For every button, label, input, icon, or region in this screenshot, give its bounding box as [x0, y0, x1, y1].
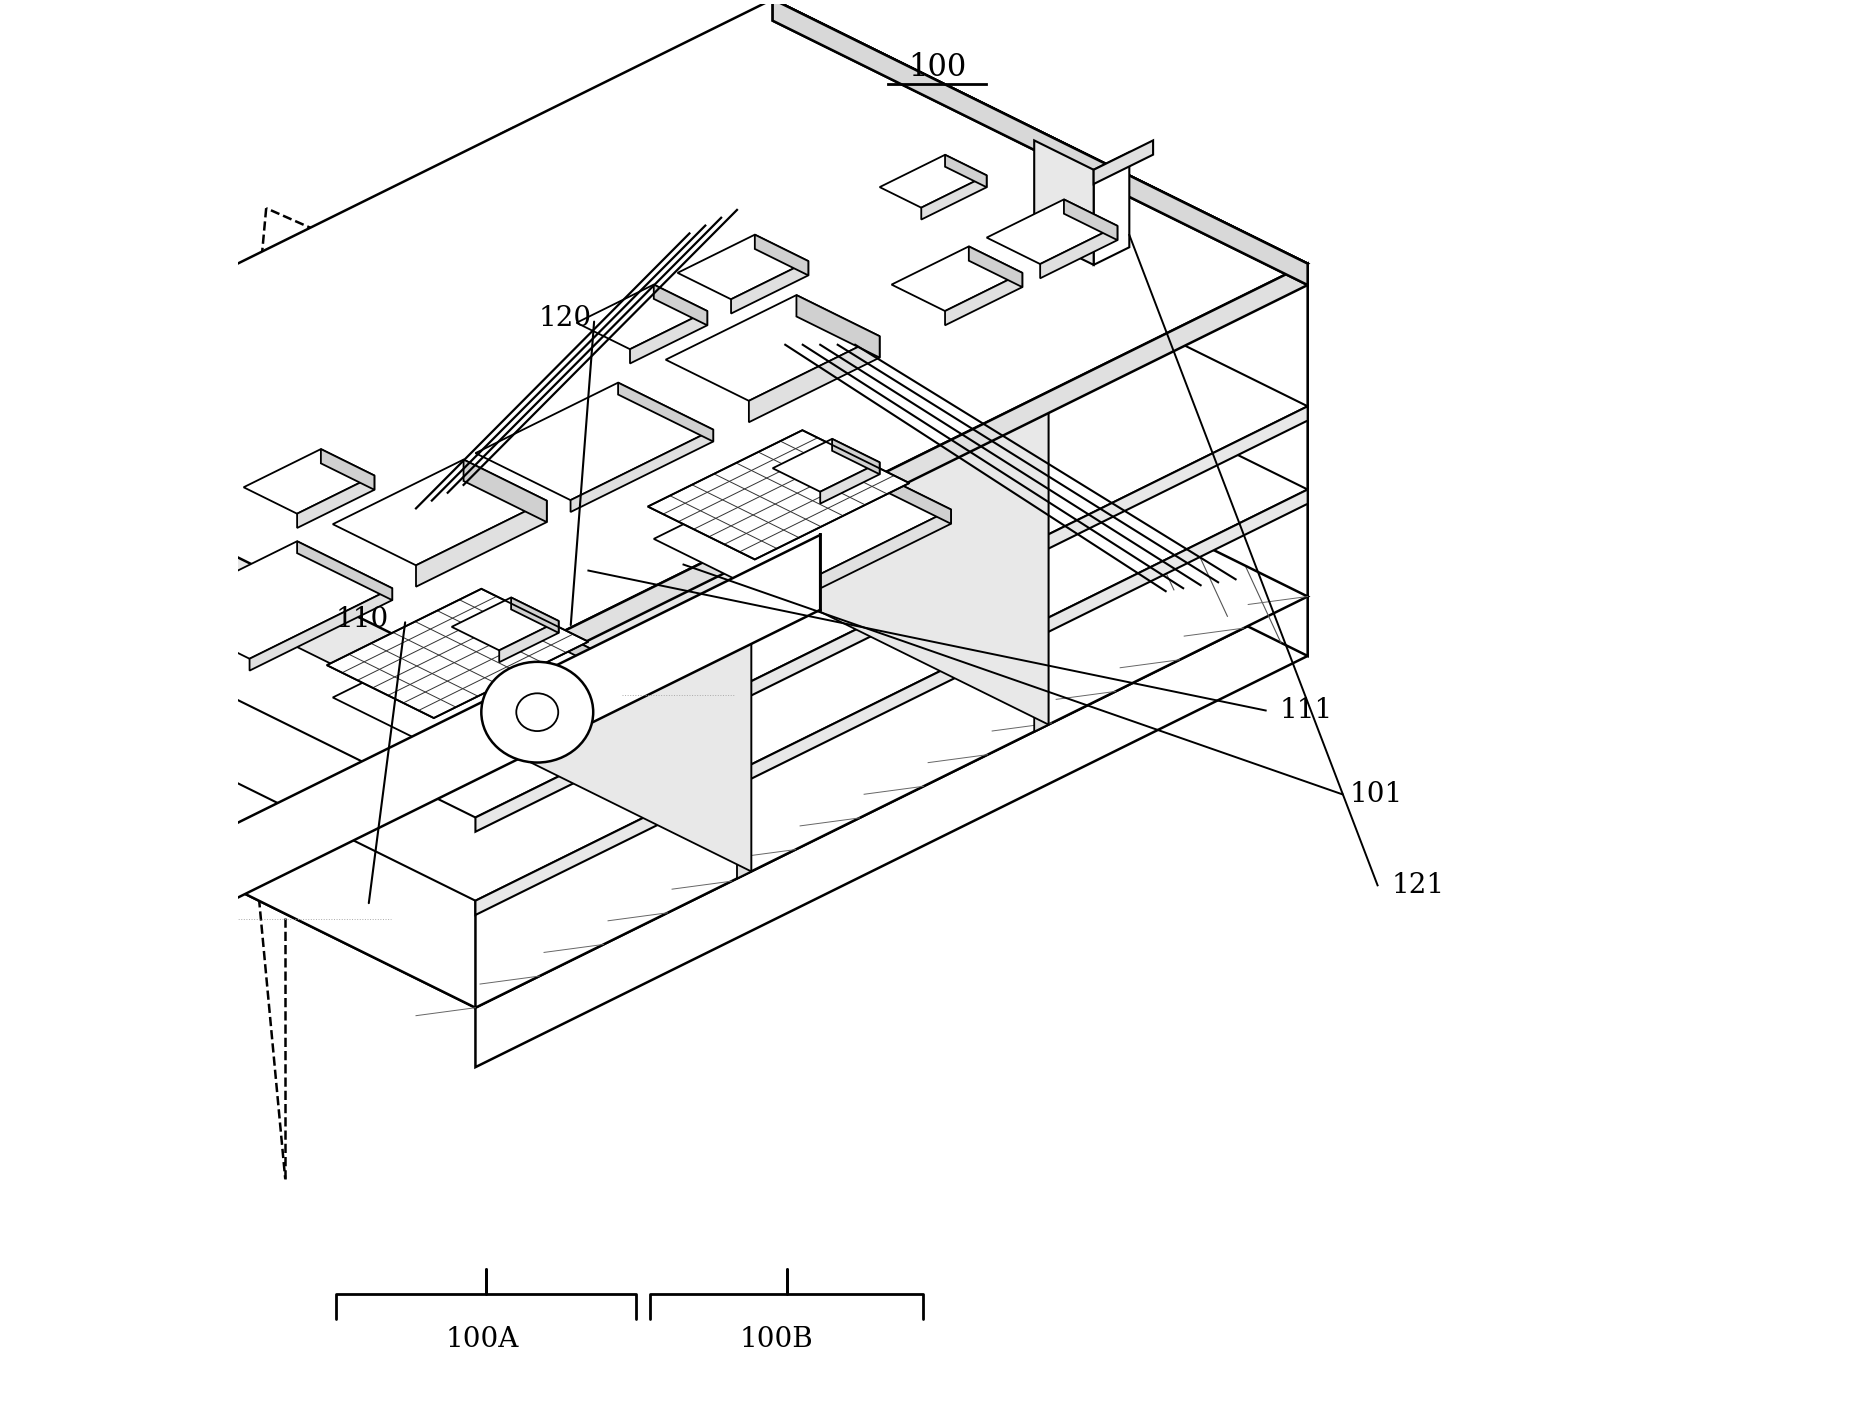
Polygon shape: [772, 0, 1307, 597]
Polygon shape: [772, 0, 1307, 286]
Polygon shape: [772, 509, 950, 612]
Polygon shape: [968, 246, 1023, 287]
Polygon shape: [0, 411, 476, 1007]
Polygon shape: [654, 450, 950, 598]
Polygon shape: [0, 0, 1307, 675]
Polygon shape: [944, 155, 985, 187]
Polygon shape: [772, 0, 1307, 286]
Polygon shape: [298, 476, 375, 528]
Polygon shape: [1034, 141, 1094, 265]
Polygon shape: [451, 668, 629, 771]
Polygon shape: [1094, 152, 1129, 265]
Polygon shape: [249, 588, 391, 671]
Text: 121: 121: [1392, 872, 1444, 899]
Polygon shape: [476, 263, 1307, 696]
Polygon shape: [202, 274, 751, 546]
Polygon shape: [538, 535, 820, 750]
Polygon shape: [0, 225, 1307, 900]
Polygon shape: [577, 284, 706, 349]
Polygon shape: [749, 336, 878, 422]
Polygon shape: [569, 429, 714, 512]
Polygon shape: [629, 311, 706, 363]
Polygon shape: [333, 609, 629, 756]
Ellipse shape: [515, 694, 558, 732]
Polygon shape: [513, 127, 1047, 725]
Polygon shape: [498, 127, 1047, 398]
Polygon shape: [476, 597, 1307, 1067]
Polygon shape: [985, 200, 1116, 265]
Polygon shape: [736, 539, 751, 878]
Text: 111: 111: [1279, 696, 1332, 725]
Text: 100: 100: [907, 52, 966, 83]
Polygon shape: [476, 407, 1307, 832]
Polygon shape: [648, 431, 908, 560]
Polygon shape: [796, 295, 878, 357]
Polygon shape: [326, 588, 588, 718]
Polygon shape: [922, 176, 985, 219]
Polygon shape: [511, 598, 558, 633]
Polygon shape: [333, 460, 547, 566]
Polygon shape: [243, 449, 375, 514]
Polygon shape: [665, 295, 878, 401]
Text: 100A: 100A: [446, 1327, 519, 1354]
Text: 101: 101: [1349, 781, 1403, 808]
Polygon shape: [1040, 227, 1116, 279]
Polygon shape: [654, 284, 706, 325]
Polygon shape: [1034, 391, 1047, 732]
Polygon shape: [944, 273, 1023, 325]
Polygon shape: [820, 463, 878, 504]
Polygon shape: [320, 449, 375, 490]
Polygon shape: [463, 460, 547, 522]
Polygon shape: [772, 439, 878, 491]
Polygon shape: [878, 155, 985, 208]
Polygon shape: [416, 501, 547, 587]
Polygon shape: [451, 598, 558, 650]
Polygon shape: [0, 332, 1307, 1007]
Polygon shape: [1094, 141, 1152, 184]
Polygon shape: [678, 235, 807, 300]
Text: 110: 110: [335, 606, 388, 633]
Polygon shape: [498, 620, 558, 663]
Polygon shape: [511, 609, 629, 682]
Ellipse shape: [26, 886, 139, 986]
Polygon shape: [476, 263, 1307, 1007]
Polygon shape: [892, 246, 1023, 311]
Polygon shape: [832, 439, 878, 474]
Polygon shape: [618, 383, 714, 442]
Polygon shape: [154, 542, 391, 658]
Polygon shape: [832, 450, 950, 523]
Polygon shape: [0, 142, 1307, 817]
Ellipse shape: [62, 917, 105, 955]
Text: 100B: 100B: [738, 1327, 813, 1354]
Polygon shape: [730, 262, 807, 314]
Polygon shape: [82, 682, 523, 974]
Polygon shape: [772, 332, 1307, 656]
Polygon shape: [215, 274, 751, 871]
Polygon shape: [476, 383, 714, 499]
Polygon shape: [298, 542, 391, 601]
Text: 120: 120: [538, 305, 592, 332]
Polygon shape: [476, 490, 1307, 915]
Polygon shape: [755, 235, 807, 276]
Polygon shape: [1064, 200, 1116, 241]
Ellipse shape: [481, 661, 594, 763]
